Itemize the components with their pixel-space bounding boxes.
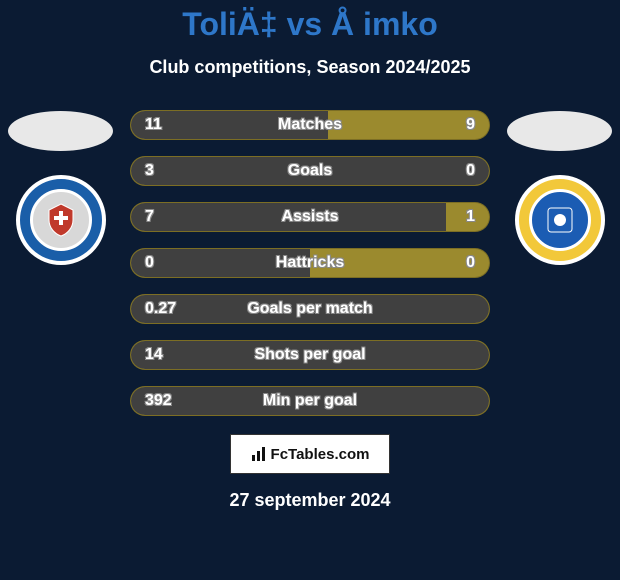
stat-label: Goals <box>288 162 332 180</box>
stat-bar: 0.27 Goals per match <box>130 294 490 324</box>
stat-label: Matches <box>278 116 342 134</box>
stat-label: Goals per match <box>247 300 372 318</box>
stat-left-value: 0.27 <box>145 300 176 318</box>
left-player-col <box>8 111 113 265</box>
subtitle: Club competitions, Season 2024/2025 <box>0 57 620 78</box>
stat-label: Min per goal <box>263 392 357 410</box>
stat-right-value: 1 <box>466 208 475 226</box>
stat-right-value: 9 <box>466 116 475 134</box>
stat-bar: 392 Min per goal <box>130 386 490 416</box>
stat-label: Assists <box>282 208 339 226</box>
left-team-crest-inner <box>30 189 92 251</box>
stat-bar: 0 Hattricks 0 <box>130 248 490 278</box>
right-team-crest <box>515 175 605 265</box>
shield-icon <box>43 202 79 238</box>
stat-left-value: 11 <box>145 116 162 134</box>
stat-left-value: 392 <box>145 392 172 410</box>
stat-bar: 3 Goals 0 <box>130 156 490 186</box>
stat-label: Hattricks <box>276 254 344 272</box>
left-team-crest <box>16 175 106 265</box>
logo-text: FcTables.com <box>271 446 370 463</box>
left-player-avatar <box>8 111 113 151</box>
comparison-card: ToliÄ‡ vs Å imko Club competitions, Seas… <box>0 0 620 580</box>
right-player-avatar <box>507 111 612 151</box>
stat-left-value: 7 <box>145 208 154 226</box>
stat-left-value: 0 <box>145 254 154 272</box>
stat-right-value: 0 <box>466 162 475 180</box>
bars-icon <box>251 445 269 463</box>
stat-label: Shots per goal <box>254 346 365 364</box>
stat-bar: 7 Assists 1 <box>130 202 490 232</box>
right-player-col <box>507 111 612 265</box>
stat-bar: 11 Matches 9 <box>130 110 490 140</box>
stat-left-value: 3 <box>145 162 154 180</box>
right-team-crest-inner <box>529 189 591 251</box>
stats-bars: 11 Matches 9 3 Goals 0 7 Assists 1 0 Hattricks 0 0.2… <box>130 110 490 416</box>
stat-right-value: 0 <box>466 254 475 272</box>
stat-left-value: 14 <box>145 346 163 364</box>
date-label: 27 september 2024 <box>0 490 620 511</box>
stat-bar: 14 Shots per goal <box>130 340 490 370</box>
page-title: ToliÄ‡ vs Å imko <box>0 6 620 43</box>
ball-icon <box>542 202 578 238</box>
fctables-logo: FcTables.com <box>230 434 390 474</box>
